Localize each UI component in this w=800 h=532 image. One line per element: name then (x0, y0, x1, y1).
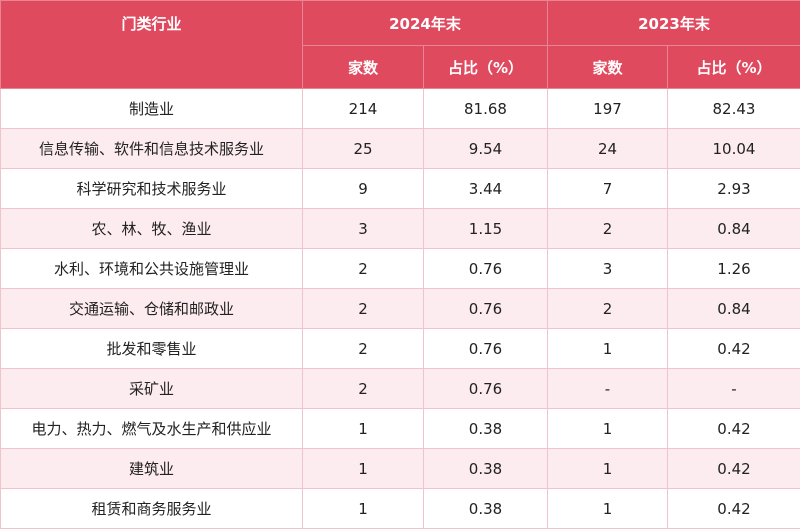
industry-cell: 批发和零售业 (0, 328, 303, 369)
table-row: 水利、环境和公共设施管理业 2 0.76 3 1.26 (0, 248, 800, 289)
count-2024-cell: 2 (302, 288, 424, 329)
header-share-2023: 占比（%） (667, 45, 800, 89)
share-2024-cell: 0.76 (423, 328, 548, 369)
count-2023-cell: 197 (547, 88, 668, 129)
table-row: 农、林、牧、渔业 3 1.15 2 0.84 (0, 208, 800, 249)
header-count-2024: 家数 (302, 45, 424, 89)
industry-cell: 科学研究和技术服务业 (0, 168, 303, 209)
header-industry: 门类行业 (0, 0, 303, 89)
share-2024-cell: 81.68 (423, 88, 548, 129)
count-2024-cell: 1 (302, 488, 424, 529)
count-2023-cell: - (547, 368, 668, 409)
share-2023-cell: 0.42 (667, 488, 800, 529)
table-row: 电力、热力、燃气及水生产和供应业 1 0.38 1 0.42 (0, 408, 800, 449)
table-row: 批发和零售业 2 0.76 1 0.42 (0, 328, 800, 369)
count-2024-cell: 214 (302, 88, 424, 129)
count-2024-cell: 9 (302, 168, 424, 209)
share-2024-cell: 0.76 (423, 368, 548, 409)
count-2023-cell: 1 (547, 448, 668, 489)
header-year-2023: 2023年末 (547, 0, 800, 46)
share-2023-cell: 10.04 (667, 128, 800, 169)
share-2024-cell: 0.76 (423, 248, 548, 289)
count-2023-cell: 2 (547, 288, 668, 329)
count-2024-cell: 2 (302, 328, 424, 369)
industry-cell: 采矿业 (0, 368, 303, 409)
share-2024-cell: 0.76 (423, 288, 548, 329)
share-2024-cell: 9.54 (423, 128, 548, 169)
count-2023-cell: 7 (547, 168, 668, 209)
table-header: 门类行业 2024年末 2023年末 家数 占比（%） 家数 占比（%） (0, 0, 800, 89)
table-row: 租赁和商务服务业 1 0.38 1 0.42 (0, 488, 800, 529)
count-2023-cell: 24 (547, 128, 668, 169)
table-body: 制造业 214 81.68 197 82.43 信息传输、软件和信息技术服务业 25 9.54… (0, 88, 800, 529)
share-2024-cell: 0.38 (423, 408, 548, 449)
share-2024-cell: 0.38 (423, 448, 548, 489)
share-2024-cell: 3.44 (423, 168, 548, 209)
count-2024-cell: 25 (302, 128, 424, 169)
industry-cell: 租赁和商务服务业 (0, 488, 303, 529)
share-2024-cell: 0.38 (423, 488, 548, 529)
industry-cell: 信息传输、软件和信息技术服务业 (0, 128, 303, 169)
table-row: 交通运输、仓储和邮政业 2 0.76 2 0.84 (0, 288, 800, 329)
industry-cell: 电力、热力、燃气及水生产和供应业 (0, 408, 303, 449)
count-2023-cell: 3 (547, 248, 668, 289)
table-row: 信息传输、软件和信息技术服务业 25 9.54 24 10.04 (0, 128, 800, 169)
count-2024-cell: 3 (302, 208, 424, 249)
count-2023-cell: 1 (547, 408, 668, 449)
share-2023-cell: 0.42 (667, 328, 800, 369)
share-2023-cell: 0.42 (667, 448, 800, 489)
count-2024-cell: 2 (302, 368, 424, 409)
header-year-2024: 2024年末 (302, 0, 548, 46)
count-2023-cell: 2 (547, 208, 668, 249)
count-2024-cell: 1 (302, 448, 424, 489)
header-count-2023: 家数 (547, 45, 668, 89)
count-2024-cell: 1 (302, 408, 424, 449)
industry-cell: 交通运输、仓储和邮政业 (0, 288, 303, 329)
table-row: 科学研究和技术服务业 9 3.44 7 2.93 (0, 168, 800, 209)
share-2023-cell: 0.42 (667, 408, 800, 449)
industry-cell: 建筑业 (0, 448, 303, 489)
count-2023-cell: 1 (547, 328, 668, 369)
table-row: 采矿业 2 0.76- - (0, 368, 800, 409)
header-share-2024: 占比（%） (423, 45, 548, 89)
industry-cell: 制造业 (0, 88, 303, 129)
table-row: 制造业 214 81.68 197 82.43 (0, 88, 800, 129)
industry-cell: 水利、环境和公共设施管理业 (0, 248, 303, 289)
share-2023-cell: - (667, 368, 800, 409)
share-2023-cell: 1.26 (667, 248, 800, 289)
count-2024-cell: 2 (302, 248, 424, 289)
share-2023-cell: 2.93 (667, 168, 800, 209)
share-2023-cell: 0.84 (667, 208, 800, 249)
table-row: 建筑业 1 0.38 1 0.42 (0, 448, 800, 489)
share-2023-cell: 82.43 (667, 88, 800, 129)
industry-cell: 农、林、牧、渔业 (0, 208, 303, 249)
share-2023-cell: 0.84 (667, 288, 800, 329)
share-2024-cell: 1.15 (423, 208, 548, 249)
count-2023-cell: 1 (547, 488, 668, 529)
